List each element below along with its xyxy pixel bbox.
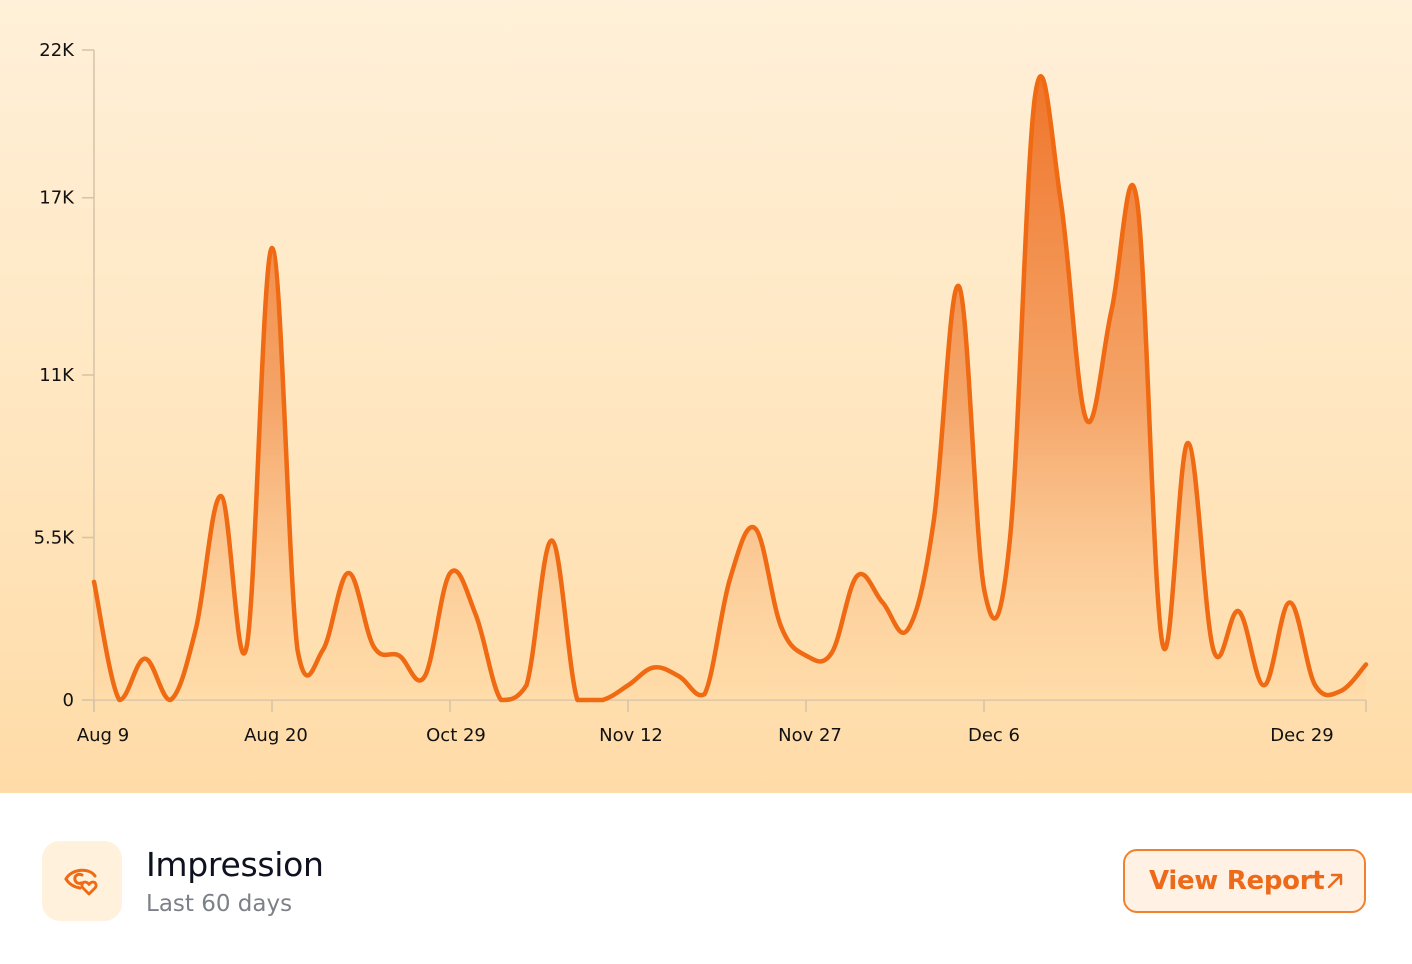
impression-area-chart: 0 5.5K 11K 17K 22K Aug 9 Aug 20 Oct 29 Nov 12 Nov… [34, 40, 1369, 746]
x-tick-label: Dec 29 [1270, 725, 1333, 746]
view-report-label: View Report [1149, 866, 1325, 896]
axis-labels: 0 5.5K 11K 17K 22K Aug 9 Aug 20 Oct 29 Nov 12 Nov… [34, 40, 1334, 746]
x-tick-label: Aug 20 [244, 725, 308, 746]
x-tick-label: Aug 9 [77, 725, 129, 746]
y-tick-label: 22K [39, 40, 75, 61]
y-tick-label: 5.5K [34, 528, 76, 549]
x-tick-label: Oct 29 [426, 725, 486, 746]
x-tick-label: Nov 12 [599, 725, 663, 746]
x-tick-label: Dec 6 [968, 725, 1020, 746]
area-fill [94, 76, 1366, 700]
arrow-up-right-icon [1326, 872, 1344, 890]
y-tick-label: 0 [63, 690, 74, 711]
metric-period: Last 60 days [146, 891, 293, 917]
y-tick-label: 17K [39, 188, 75, 209]
eye-heart-icon [64, 868, 98, 896]
metric-icon-tile [42, 841, 122, 921]
view-report-button[interactable]: View Report [1123, 849, 1366, 913]
data-line [91, 74, 1369, 703]
metric-title: Impression [146, 845, 324, 884]
y-tick-label: 11K [39, 365, 75, 386]
x-tick-label: Nov 27 [778, 725, 842, 746]
chart-panel: 0 5.5K 11K 17K 22K Aug 9 Aug 20 Oct 29 Nov 12 Nov… [0, 0, 1412, 793]
